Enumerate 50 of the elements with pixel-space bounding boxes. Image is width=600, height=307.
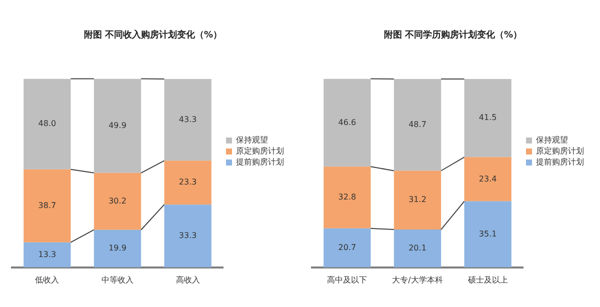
chart-title: 附图 不同学历购房计划变化（%） [384,30,522,41]
data-label: 31.2 [408,195,426,204]
data-label: 49.9 [108,120,126,130]
legend-label: 提前购房计划 [536,158,584,167]
data-label: 38.7 [38,200,56,210]
data-label: 48.7 [408,120,426,129]
x-tick-label: 大专/大学本科 [392,275,443,284]
data-label: 23.4 [478,174,497,184]
x-tick-label: 硕士及以上 [466,275,508,284]
bar [464,78,512,158]
legend-label: 原定购房计划 [236,146,284,156]
data-label: 35.1 [478,229,497,238]
data-label: 33.3 [178,231,197,240]
data-label: 13.3 [38,250,56,259]
bar [464,201,512,268]
bar [394,230,442,268]
chart-title: 附图 不同收入购房计划变化（%） [84,30,222,41]
x-tick-label: 高中及以下 [327,275,368,284]
x-tick-label: 高收入 [176,275,200,284]
x-tick-label: 低收入 [35,275,60,284]
bar [24,78,71,170]
bar [94,230,142,268]
bar [164,204,212,268]
bar [394,78,442,171]
bar [394,170,442,230]
legend-label: 保持观望 [536,136,568,145]
data-label: 19.9 [108,244,126,253]
data-label: 23.3 [178,178,197,187]
bar [464,157,512,202]
bar [24,169,71,242]
legend-label: 提前购房计划 [236,158,284,167]
data-label: 30.2 [108,196,126,206]
bar [324,228,371,268]
bar [24,242,71,268]
bar [164,78,212,161]
bar [94,78,142,173]
data-label: 43.3 [178,114,197,124]
data-label: 46.6 [338,118,356,127]
legend-label: 原定购房计划 [536,146,584,156]
bar [324,78,371,167]
data-label: 20.1 [408,244,426,253]
data-label: 32.8 [338,192,356,202]
data-label: 20.7 [338,242,356,252]
data-label: 41.5 [478,113,497,122]
legend-label: 保持观望 [236,136,268,145]
bar [324,166,371,228]
bar [94,172,142,230]
bar [164,160,212,205]
data-label: 48.0 [38,119,56,128]
x-tick-label: 中等收入 [102,275,134,284]
